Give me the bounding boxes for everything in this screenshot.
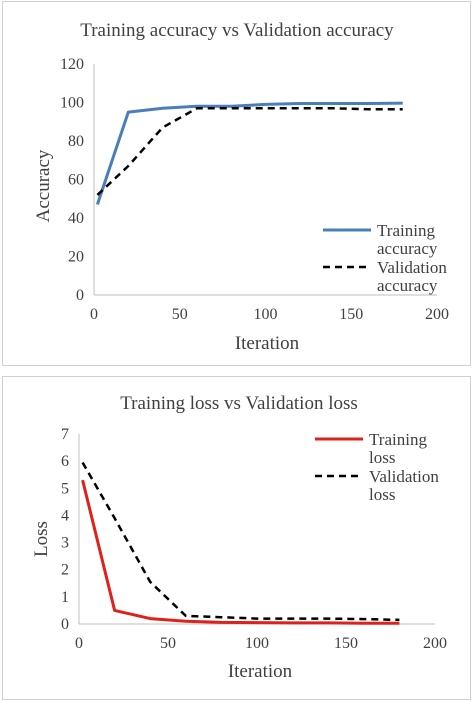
x-tick-label: 150 [334,635,358,652]
x-axis-label: Iteration [228,661,293,682]
axes [93,64,437,296]
chart-title: Training loss vs Validation loss [120,393,358,414]
x-tick-label: 200 [423,635,447,652]
x-tick-label: 0 [90,306,98,323]
x-tick-label: 100 [254,306,278,323]
y-tick-label: 80 [68,133,84,150]
y-tick-label: 4 [61,507,69,524]
series-line-1 [95,101,403,205]
y-tick-label: 6 [61,453,69,470]
y-tick-labels: 0 1 2 3 4 5 6 7 [61,426,69,633]
x-tick-label: 100 [245,635,269,652]
series-line-2 [96,107,403,196]
chart-title: Training accuracy vs Validation accuracy [80,20,394,41]
x-tick-label: 200 [425,306,449,323]
accuracy-chart-panel: Training accuracy vs Validation accuracy… [2,1,471,366]
y-tick-label: 40 [68,210,84,227]
x-axis-label: Iteration [235,333,300,354]
loss-chart: Training loss vs Validation loss 0 50 100 1… [31,393,447,682]
y-tick-label: 120 [60,56,84,73]
x-tick-label: 50 [172,306,188,323]
y-tick-label: 0 [76,287,84,304]
series-lines [95,101,403,205]
y-tick-label: 20 [68,249,84,266]
x-tick-labels: 0 50 100 150 200 [75,635,447,652]
series-line-2 [81,461,400,622]
y-tick-label: 7 [61,426,69,443]
series-lines [81,461,400,625]
x-tick-label: 50 [160,635,176,652]
series-line-1 [81,479,400,625]
y-tick-label: 60 [68,172,84,189]
legend-label: Validation loss [369,467,439,504]
x-tick-label: 150 [339,306,363,323]
y-tick-label: 1 [61,589,69,606]
y-tick-label: 100 [60,95,84,112]
x-tick-labels: 0 50 100 150 200 [90,306,449,323]
legend-label: Validation accuracy [377,258,447,295]
y-tick-label: 3 [61,535,69,552]
loss-chart-panel: Training loss vs Validation loss 0 50 100 1… [2,376,471,700]
y-tick-label: 5 [61,480,69,497]
legend-label: Training loss [369,430,427,467]
accuracy-chart: Training accuracy vs Validation accuracy… [33,20,449,354]
y-axis-label: Loss [31,521,52,557]
y-axis-label: Accuracy [33,149,54,222]
y-tick-label: 0 [61,616,69,633]
legend-label: Training accuracy [377,221,438,258]
y-tick-labels: 0 20 40 60 80 100 120 [60,56,84,304]
x-tick-label: 0 [75,635,83,652]
y-tick-label: 2 [61,562,69,579]
